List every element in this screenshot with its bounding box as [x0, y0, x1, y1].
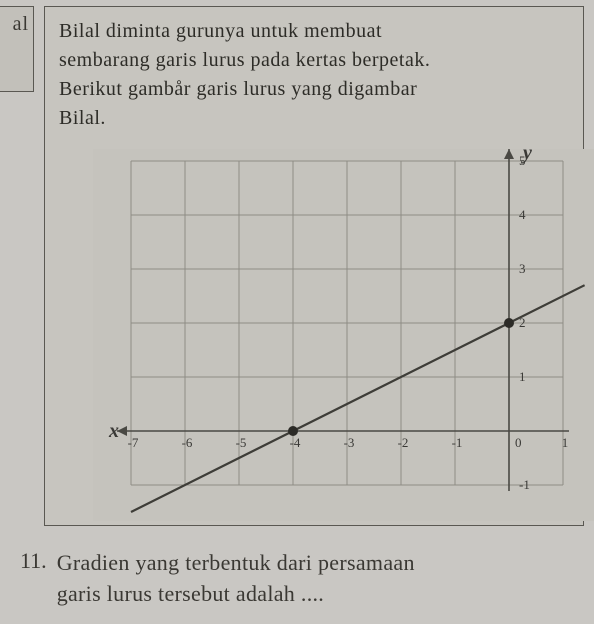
- svg-text:4: 4: [519, 207, 526, 222]
- svg-text:-4: -4: [290, 435, 301, 450]
- svg-text:3: 3: [519, 261, 526, 276]
- svg-text:x: x: [108, 420, 119, 442]
- svg-text:-1: -1: [452, 435, 463, 450]
- svg-text:1: 1: [562, 435, 569, 450]
- problem-box: Bilal diminta gurunya untuk membuat semb…: [44, 6, 584, 526]
- svg-text:-5: -5: [236, 435, 247, 450]
- problem-line-2: sembarang garis lurus pada kertas berpet…: [59, 49, 430, 71]
- svg-text:-1: -1: [519, 477, 530, 492]
- svg-text:-7: -7: [128, 435, 139, 450]
- svg-text:-6: -6: [182, 435, 193, 450]
- coordinate-graph: -7-6-5-4-3-2-101-112345xy: [93, 149, 594, 521]
- question-line-1: Gradien yang terbentuk dari persamaan: [57, 550, 415, 575]
- problem-line-3: Berikut gambår garis lurus yang digambar: [59, 78, 417, 100]
- svg-text:1: 1: [519, 369, 526, 384]
- question-text: Gradien yang terbentuk dari persamaan ga…: [57, 548, 415, 610]
- question-row: 11. Gradien yang terbentuk dari persamaa…: [20, 548, 580, 610]
- question-number: 11.: [20, 548, 47, 610]
- svg-text:0: 0: [515, 435, 522, 450]
- svg-text:-2: -2: [398, 435, 409, 450]
- graph-container: -7-6-5-4-3-2-101-112345xy: [93, 149, 594, 521]
- svg-text:y: y: [521, 149, 532, 164]
- question-line-2: garis lurus tersebut adalah ....: [57, 581, 324, 606]
- svg-text:-3: -3: [344, 435, 355, 450]
- problem-text: Bilal diminta gurunya untuk membuat semb…: [59, 17, 569, 133]
- problem-line-4: Bilal.: [59, 107, 106, 129]
- problem-line-1: Bilal diminta gurunya untuk membuat: [59, 20, 382, 42]
- left-fragment-text: al: [13, 13, 29, 35]
- left-fragment-label: al: [0, 6, 34, 92]
